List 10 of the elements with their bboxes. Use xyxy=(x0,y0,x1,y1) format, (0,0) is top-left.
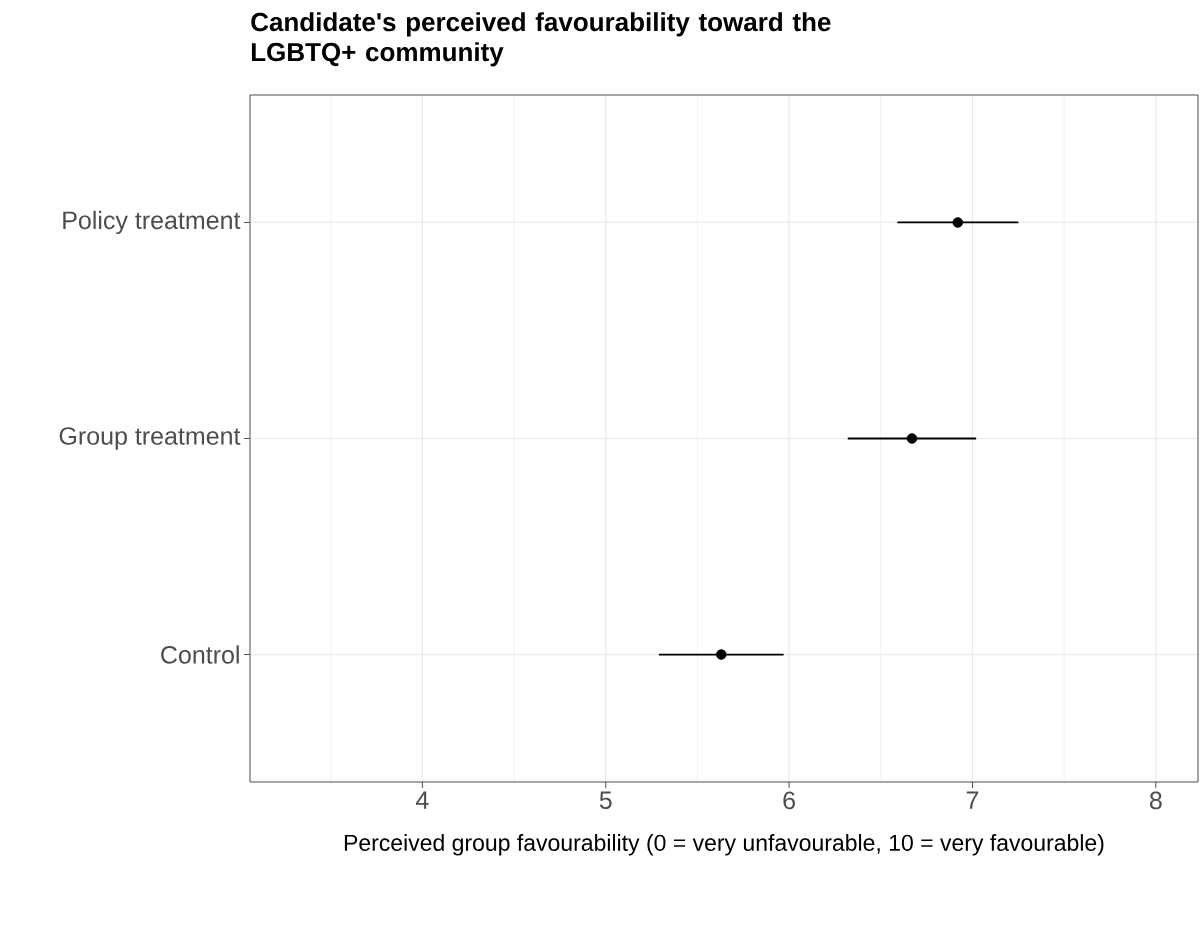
x-tick-label: 6 xyxy=(783,791,795,810)
x-tick-label: 7 xyxy=(966,791,979,809)
y-tick-label: Control xyxy=(161,645,239,664)
y-tick-label: Policy treatment xyxy=(63,210,241,235)
x-tick-label: 4 xyxy=(416,791,429,809)
x-tick-label: 5 xyxy=(599,791,612,809)
chart-title: Candidate's perceived favourability toward the LGBTQ+ community xyxy=(251,12,831,67)
y-tick-label: Group treatment xyxy=(59,427,241,450)
x-axis-title: Perceived group favourability (0 = very unfavourable, 10 = very favourable) xyxy=(344,834,1104,856)
x-tick-label: 8 xyxy=(1149,791,1162,810)
